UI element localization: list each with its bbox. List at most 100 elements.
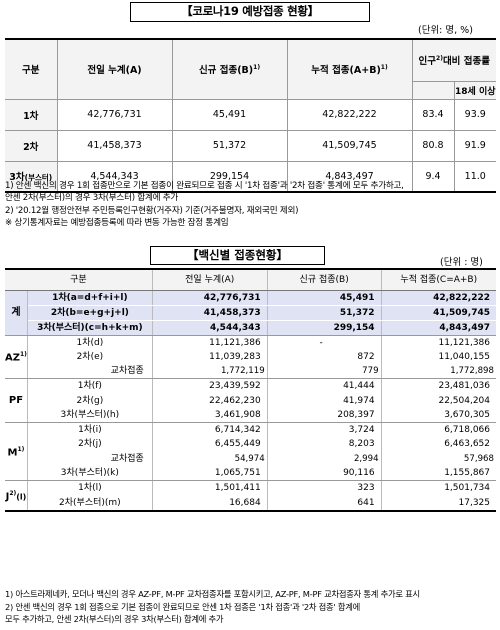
row-label: 3차(부스터)(k): [27, 466, 153, 482]
cell-rate: 80.8: [411, 130, 454, 162]
table2-title: 【백신별 접종현황】: [150, 246, 325, 265]
header-adult: 18세 이상: [453, 81, 496, 100]
header-prev: 전일 누계(A): [56, 38, 172, 100]
table1-title: 【코로나19 예방접종 현황】: [130, 2, 370, 22]
cell-new: 872: [266, 349, 382, 365]
header-cum: 누적 접종(A+B)1): [286, 38, 412, 100]
group-m: M1): [5, 422, 28, 482]
table-row: 2차(b=e+g+j+l) 41,458,373 51,372 41,509,7…: [5, 305, 496, 321]
cell-new: 3,724: [266, 422, 382, 438]
table-row: 1차 42,776,731 45,491 42,822,222 83.4 93.…: [5, 99, 496, 131]
vaccination-summary-table: 구분 전일 누계(A) 신규 접종(B)1) 누적 접종(A+B)1) 인구2)…: [5, 38, 496, 193]
header-rate-all: [411, 81, 454, 100]
cell-prev: 42,776,731: [151, 290, 268, 306]
table-row: 교차접종 1,772,119 779 1,772,898: [5, 364, 496, 380]
cell-cum: 11,121,386: [380, 335, 496, 350]
table1-notes: 1) 안센 백신의 경우 1회 접종만으로 기본 접종이 완료되므로 접종 시 …: [5, 180, 404, 230]
group-pf: PF: [5, 378, 28, 424]
cell-new: 641: [266, 495, 382, 512]
header-category: 구분: [5, 268, 153, 291]
cell-rate: 9.4: [411, 161, 454, 193]
table-row: 3차(부스터)(k) 1,065,751 90,116 1,155,867: [5, 466, 496, 482]
cell-cum: 41,509,745: [380, 305, 496, 321]
note-line: 2) '20.12월 행정안전부 주민등록인구현황(거주자) 기준(거주불명자,…: [5, 205, 299, 216]
cell-cum: 57,968: [380, 451, 496, 467]
table-row: 2차(부스터)(m) 16,684 641 17,325: [5, 495, 496, 512]
cell-prev: 23,439,592: [151, 378, 268, 394]
row-label: 2차(b=e+g+j+l): [27, 305, 153, 321]
table-row: 3차(부스터) 4,544,343 299,154 4,843,497 9.4 …: [5, 161, 496, 193]
cell-new: 45,491: [171, 99, 287, 131]
header-new: 신규 접종(B)1): [171, 38, 287, 100]
row-label: 1차(i): [78, 425, 102, 436]
cell-rate: 83.4: [411, 99, 454, 131]
cell-prev: 6,455,449: [151, 437, 268, 452]
vaccine-breakdown-table: 구분 전일 누계(A) 신규 접종(B) 누적 접종(C=A+B) 계 1차(a…: [5, 268, 496, 512]
row-label: 1차: [5, 99, 57, 131]
cell-cum: 42,822,222: [286, 99, 412, 131]
group-j: J2)(l): [5, 480, 28, 512]
table-row: PF 1차(f) 23,439,592 41,444 23,481,036: [5, 378, 496, 424]
table-row: 교차접종 54,974 2,994 57,968: [5, 451, 496, 467]
row-label: 1차(f): [77, 381, 102, 392]
cell-cum: 4,843,497: [380, 320, 496, 336]
cell-cum: 42,822,222: [380, 290, 496, 306]
cell-cum: 1,155,867: [380, 466, 496, 482]
note-line: 1) 안센 백신의 경우 1회 접종만으로 기본 접종이 완료되므로 접종 시 …: [5, 181, 404, 191]
row-label: 3차(부스터): [5, 161, 57, 193]
cell-new: 41,974: [266, 393, 382, 408]
cell-prev: 3,461,908: [151, 407, 268, 424]
cell-adult: 93.9: [453, 99, 496, 131]
table-row: 3차(부스터)(c=h+k+m) 4,544,343 299,154 4,843…: [5, 320, 496, 336]
row-label: 교차접종: [110, 454, 144, 465]
cell-new: 208,397: [266, 407, 382, 424]
cell-new: 45,491: [266, 290, 382, 306]
cell-prev: 42,776,731: [56, 99, 172, 131]
cell-prev: 41,458,373: [151, 305, 268, 321]
cell-cum: 41,509,745: [286, 130, 412, 162]
cell-cum: 11,040,155: [380, 349, 496, 365]
table-row: 3차(부스터)(h) 3,461,908 208,397 3,670,305: [5, 407, 496, 424]
cell-new: 299,154: [266, 320, 382, 336]
header-cum: 누적 접종(C=A+B): [380, 268, 496, 291]
table-row: 계 1차(a=d+f+i+l) 42,776,731 45,491 42,822…: [5, 290, 496, 336]
header-category: 구분: [5, 38, 57, 100]
table2-notes: 1) 아스트라제네카, 모더나 백신의 경우 AZ-PF, M-PF 교차접종자…: [5, 588, 420, 626]
table-row: 2차(j) 6,455,449 8,203 6,463,652: [5, 437, 496, 452]
cell-prev: 4,544,343: [151, 320, 268, 336]
table-row: 2차(g) 22,462,230 41,974 22,504,204: [5, 393, 496, 408]
table-row: J2)(l) 1차(l) 1,501,411 323 1,501,734: [5, 480, 496, 512]
cell-prev: 16,684: [151, 495, 268, 512]
cell-cum: 22,504,204: [380, 393, 496, 408]
group-total: 계: [5, 290, 28, 336]
cell-prev: 1,772,119: [151, 364, 268, 380]
note-line: 2) 안센 백신의 경우 1회 접종으로 기본 접종이 완료되므로 안센 1차 …: [5, 601, 361, 612]
cell-cum: 6,463,652: [380, 437, 496, 452]
cell-new: 51,372: [171, 130, 287, 162]
note-line: ※ 상기통계자료는 예방접종등록에 따라 변동 가능한 잠정 통계임: [5, 218, 229, 229]
row-label: 3차(부스터)(c=h+k+m): [27, 320, 153, 336]
cell-cum: 1,772,898: [380, 364, 496, 380]
cell-prev: 22,462,230: [151, 393, 268, 408]
row-label: 1차(l): [78, 483, 102, 494]
row-label: 2차(부스터)(m): [27, 495, 153, 512]
cell-prev: 11,039,283: [151, 349, 268, 365]
row-label: 교차접종: [27, 364, 153, 380]
cell-cum: 1,501,734: [380, 480, 496, 496]
cell-new: 779: [266, 364, 382, 380]
cell-cum: 6,718,066: [380, 422, 496, 438]
cell-new: 41,444: [266, 378, 382, 394]
cell-new: 51,372: [266, 305, 382, 321]
cell-new: 8,203: [266, 437, 382, 452]
cell-cum: 4,843,497: [286, 161, 412, 193]
table1-unit: (단위: 명, %): [418, 25, 473, 36]
row-label: 2차: [5, 130, 57, 162]
row-label: 1차(d): [76, 337, 104, 348]
cell-adult: 11.0: [453, 161, 496, 193]
row-label: 2차(g): [76, 395, 104, 406]
cell-new: 2,994: [266, 451, 382, 467]
cell-prev: 41,458,373: [56, 130, 172, 162]
cell-new: 299,154: [171, 161, 287, 193]
table-row: M1) 1차(i) 6,714,342 3,724 6,718,066: [5, 422, 496, 482]
cell-new: 323: [266, 480, 382, 496]
